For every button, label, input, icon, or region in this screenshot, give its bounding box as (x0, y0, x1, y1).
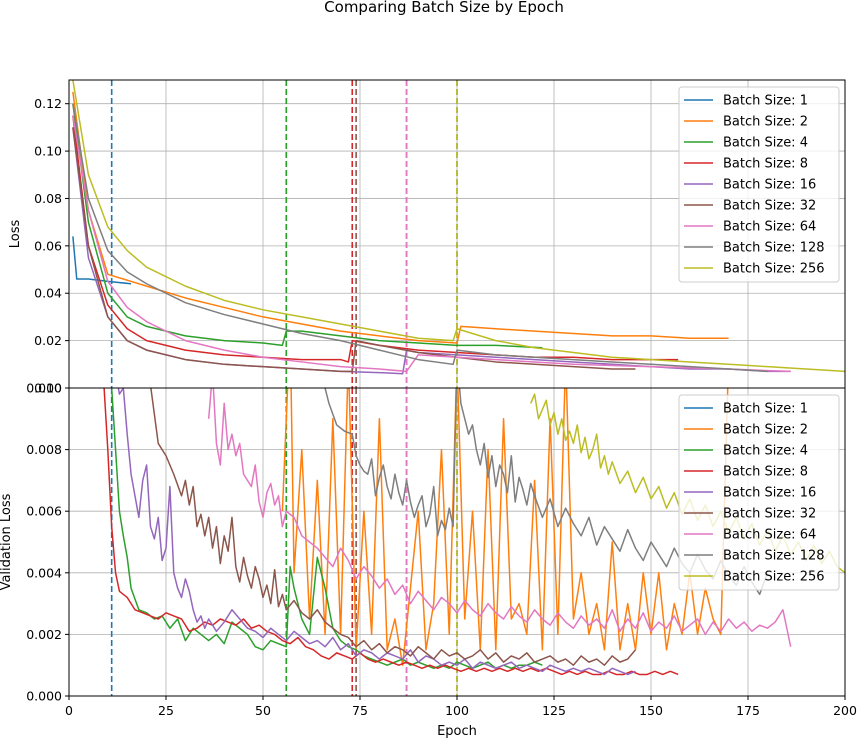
legend-label: Batch Size: 256 (723, 262, 825, 277)
series-line-batch-size-32 (150, 388, 637, 666)
y-tick-label: 0.008 (26, 442, 62, 457)
legend-label: Batch Size: 1 (723, 94, 808, 109)
legend-frame (678, 394, 840, 591)
series-line-batch-size-4 (110, 388, 543, 670)
series-line-batch-size-256 (72, 80, 845, 373)
legend-label: Batch Size: 8 (723, 465, 808, 480)
loss-plot-area (72, 80, 845, 375)
y-tick-label: 0.12 (34, 96, 62, 111)
legend-label: Batch Size: 4 (723, 136, 808, 151)
loss-legend: Batch Size: 1 Batch Size: 2 Batch Size: 4 B… (678, 86, 840, 283)
loss-y-axis-label: Loss (8, 220, 23, 249)
series-line-batch-size-128 (72, 103, 768, 373)
legend-label: Batch Size: 2 (723, 423, 808, 438)
series-line-batch-size-1 (72, 236, 132, 285)
validation-plot-area (103, 388, 845, 676)
validation-y-axis-label: Validation Loss (0, 493, 14, 590)
legend-label: Batch Size: 16 (723, 486, 816, 501)
series-line-batch-size-16 (117, 388, 636, 676)
legend-label: Batch Size: 64 (723, 220, 816, 235)
y-tick-label: 0.08 (34, 191, 62, 206)
legend-label: Batch Size: 2 (723, 115, 808, 130)
legend-label: Batch Size: 4 (723, 444, 808, 459)
x-tick-label: 100 (445, 703, 469, 718)
y-tick-label: 0.002 (26, 627, 62, 642)
legend-label: Batch Size: 32 (723, 507, 816, 522)
series-line-batch-size-2 (281, 388, 729, 666)
x-ticks: 0 25 50 75 100 125 150 175 200 (65, 696, 857, 718)
legend-label: Batch Size: 16 (723, 178, 816, 193)
x-tick-label: 150 (639, 703, 663, 718)
legend-label: Batch Size: 32 (723, 199, 816, 214)
legend-frame (678, 86, 840, 283)
series-line-batch-size-128 (324, 388, 769, 596)
series-line-batch-size-8 (72, 115, 679, 363)
legend-label: Batch Size: 64 (723, 528, 816, 543)
loss-panel: 0.00 0.02 0.04 0.06 0.08 0.10 0.12 Loss Batch … (8, 79, 846, 396)
y-tick-label: 0.00 (34, 381, 62, 396)
chart-title: Comparing Batch Size by Epoch (324, 0, 564, 16)
loss-y-ticks: 0.00 0.02 0.04 0.06 0.08 0.10 0.12 (34, 96, 69, 396)
legend-label: Batch Size: 128 (723, 549, 825, 564)
x-tick-label: 50 (255, 703, 271, 718)
legend-label: Batch Size: 1 (723, 402, 808, 417)
y-tick-label: 0.10 (34, 144, 62, 159)
validation-loss-panel: 0.000 0.002 0.004 0.006 0.008 0.010 0 25 50 75 10… (0, 381, 857, 739)
series-line-batch-size-64 (72, 115, 791, 373)
validation-y-ticks: 0.000 0.002 0.004 0.006 0.008 0.010 (26, 381, 69, 704)
y-tick-label: 0.06 (34, 238, 62, 253)
series-line-batch-size-8 (103, 388, 679, 676)
legend-label: Batch Size: 256 (723, 570, 825, 585)
x-axis-label: Epoch (437, 724, 477, 739)
y-tick-label: 0.04 (34, 286, 62, 301)
x-tick-label: 75 (352, 703, 368, 718)
series-line-batch-size-2 (72, 91, 729, 344)
series-line-batch-size-32 (72, 127, 636, 373)
y-tick-label: 0.004 (26, 565, 62, 580)
x-tick-label: 25 (158, 703, 174, 718)
validation-legend: Batch Size: 1 Batch Size: 2 Batch Size: 4 B… (678, 394, 840, 591)
x-tick-label: 125 (542, 703, 566, 718)
series-line-batch-size-64 (207, 388, 792, 647)
x-tick-label: 200 (833, 703, 857, 718)
legend-label: Batch Size: 128 (723, 241, 825, 256)
x-tick-label: 175 (736, 703, 760, 718)
series-line-batch-size-4 (72, 103, 543, 349)
y-tick-label: 0.006 (26, 504, 62, 519)
legend-label: Batch Size: 8 (723, 157, 808, 172)
y-tick-label: 0.010 (26, 381, 62, 396)
y-tick-label: 0.000 (26, 689, 62, 704)
y-tick-label: 0.02 (34, 333, 62, 348)
x-tick-label: 0 (65, 703, 73, 718)
